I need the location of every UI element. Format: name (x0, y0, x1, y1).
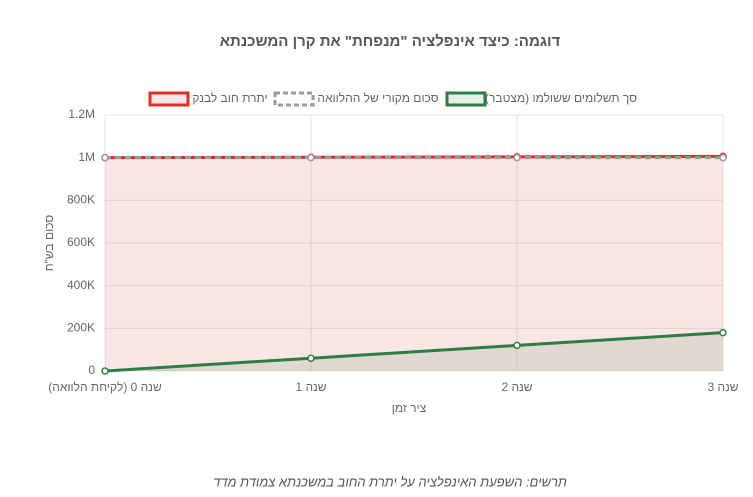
point (307, 153, 315, 162)
y-tick-label: 200K (67, 321, 95, 335)
area (105, 156, 723, 371)
x-tick-label: שנה 0 (לקיחת הלוואה) (48, 380, 162, 394)
x-tick-label: שנה 1 (295, 380, 326, 394)
x-tick-label: שנה 3 (707, 380, 738, 394)
x-axis-title: ציר זמן (392, 401, 427, 415)
point (719, 153, 727, 162)
y-tick-label: 800K (67, 193, 95, 207)
y-tick-label: 1.2M (68, 107, 95, 121)
y-tick-label: 600K (67, 235, 95, 249)
legend-label: סכום מקורי של ההלוואה (317, 91, 438, 105)
y-tick-label: 1M (78, 150, 95, 164)
y-axis-title: סכום בש"ח (42, 215, 56, 272)
legend-swatch (273, 91, 315, 107)
point (101, 153, 109, 162)
legend-swatch (148, 91, 190, 107)
x-tick-label: שנה 2 (501, 380, 532, 394)
caption: תרשים: השפעת האינפלציה על יתרת החוב במשכ… (213, 474, 567, 489)
point (513, 341, 521, 350)
point (101, 367, 109, 375)
y-tick-label: 0 (88, 363, 95, 377)
chart-title: דוגמה: כיצד אינפלציה "מנפחת" את קרן המשכ… (220, 33, 561, 50)
series-line (104, 331, 724, 373)
legend-swatch (445, 91, 487, 107)
point (719, 328, 727, 337)
point (513, 153, 521, 162)
legend-label: יתרת חוב לבנק (192, 91, 267, 105)
y-tick-label: 400K (67, 278, 95, 292)
point (307, 354, 315, 362)
legend-label: סך תשלומים ששולמו (מצטבר) (485, 91, 637, 105)
